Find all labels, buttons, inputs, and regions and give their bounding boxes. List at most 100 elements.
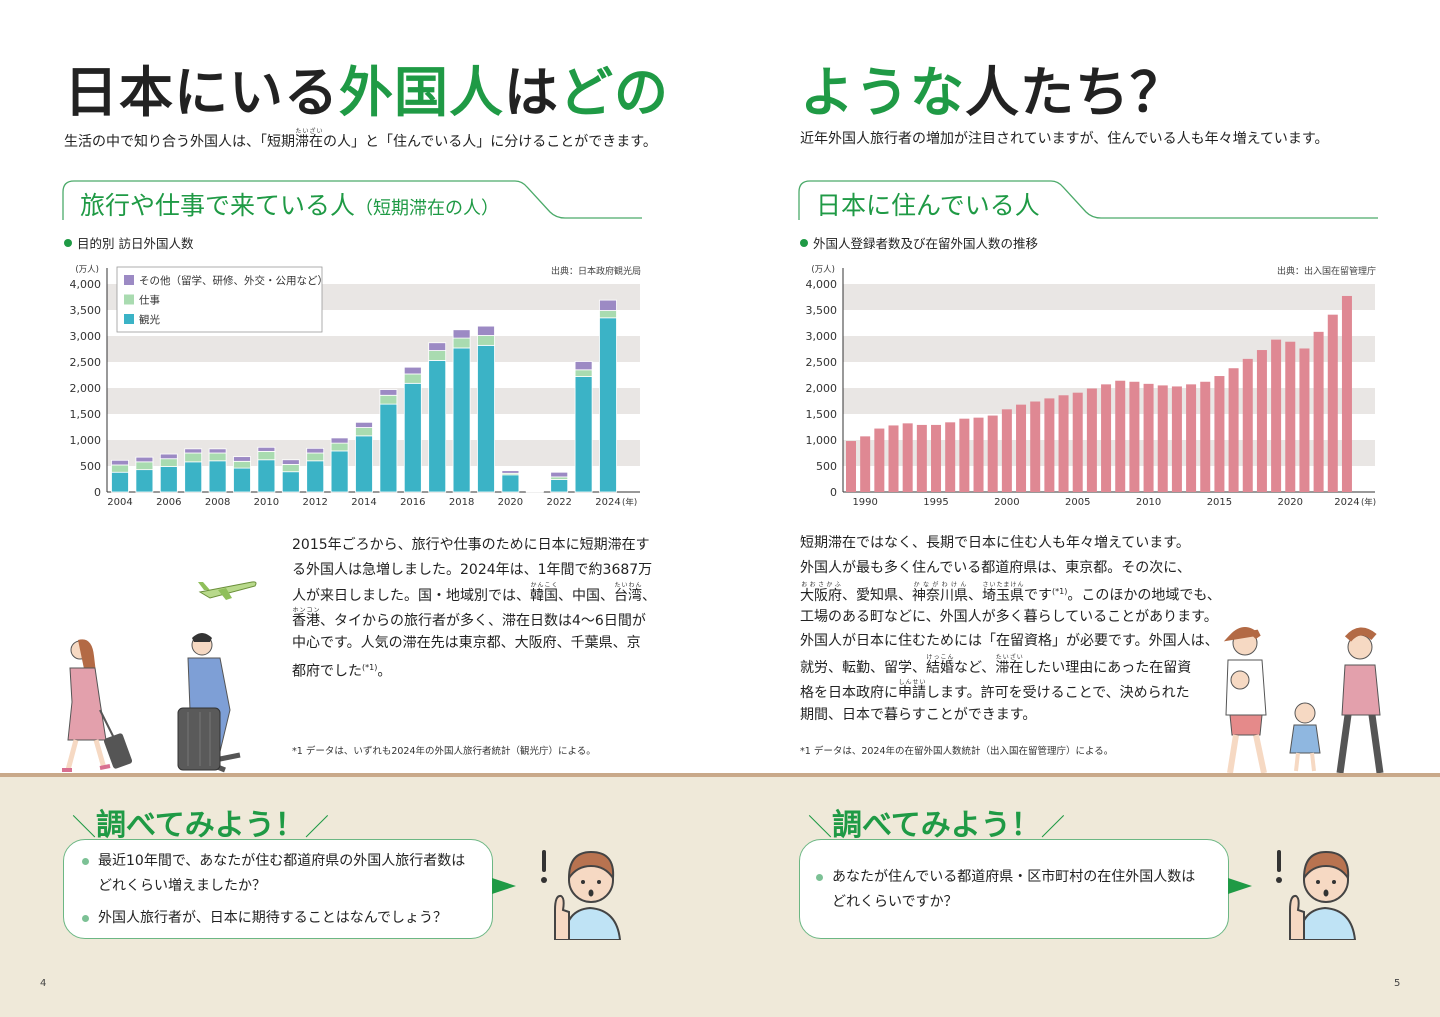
bar-segment (1341, 295, 1352, 492)
bar-segment (477, 344, 495, 493)
y-tick-label: 2,000 (806, 382, 838, 395)
bar-segment (233, 456, 251, 462)
bar-segment (135, 461, 154, 471)
grid-band (107, 388, 640, 414)
father-figure (1223, 627, 1267, 774)
grid-band (107, 336, 640, 362)
furigana: さいたまけん (982, 581, 1024, 589)
text-run: 外国人が最も多く住んでいる都道府県は、東京都。その次に、 (800, 559, 1191, 576)
bar-segment (379, 389, 398, 396)
furigana: かんこく (530, 582, 558, 590)
page-number-left: 4 (40, 978, 47, 989)
bar-segment (233, 467, 251, 493)
chart-source-right: 出典：出入国在留管理庁 (1276, 267, 1376, 277)
text-run: 中心です。人気の滞在先は東京都、大阪府、千葉県、京 (292, 635, 641, 652)
x-tick-label: 2014 (351, 497, 376, 508)
bar-segment (403, 366, 422, 375)
text-line: 期間、日本で暮らすことができます。 (800, 703, 1221, 728)
bar-segment (1200, 381, 1211, 492)
bar-segment (501, 470, 520, 474)
bar-segment (1271, 339, 1282, 492)
bar-segment (902, 423, 913, 492)
bar-segment (1129, 381, 1140, 492)
y-unit-label: (万人) (75, 265, 99, 275)
bar-segment (574, 376, 593, 493)
chart-source-left: 出典：日本政府観光局 (550, 267, 641, 277)
bar-segment (1044, 398, 1055, 492)
bar-segment (1171, 386, 1182, 492)
bar-segment (477, 335, 495, 346)
x-tick-label: 2015 (1207, 497, 1232, 508)
bar-segment (281, 464, 300, 473)
footnote-ref: (*1) (362, 662, 378, 672)
grid-band (843, 284, 1375, 310)
bar-segment (330, 437, 349, 444)
furigana: しんせい (898, 678, 926, 686)
footnote-ref: (*1) (1052, 587, 1068, 597)
y-tick-label: 500 (80, 460, 101, 473)
bar-segment (208, 452, 227, 462)
bar-segment (355, 421, 373, 428)
text-line: 大阪府おおさかふ、愛知県、神奈川県かながわけん、埼玉県さいたまけんです(*1)。… (800, 580, 1221, 605)
text-run: 短期滞在ではなく、長期で日本に住む人も年々増えています。 (800, 535, 1190, 551)
bar-segment (452, 329, 471, 339)
bar-segment (355, 427, 373, 437)
text-run: 就労、転勤、留学、 (800, 659, 926, 676)
visitors-bar-chart: (万人) 0 500 1,000 1,500 2,000 2,500 3,000 3,500 4,… (70, 265, 640, 508)
y-tick-label: 2,500 (806, 356, 838, 369)
bar-segment (1256, 350, 1267, 492)
ruby-word: 滞在たいざい (995, 653, 1024, 676)
bar-segment (208, 448, 227, 454)
bar-segment (1285, 341, 1296, 492)
bar-segment (599, 310, 617, 319)
bar-segment (945, 422, 956, 492)
bar-segment (159, 453, 178, 460)
ruby-word: 滞在たいざい (295, 128, 323, 150)
y-tick-label: 0 (94, 486, 101, 499)
legend-label: その他（留学、研修、外交・公用など） (139, 274, 328, 287)
y-unit-label: (万人) (811, 265, 835, 275)
text-run: 格を日本政府に (800, 684, 898, 701)
ruby-word: 韓国かんこく (530, 582, 558, 605)
text-run: 人が来日しました。国・地域別では、 (292, 588, 530, 605)
text-line: る外国人は急増しました。2024年は、1年間で約3687万 (292, 558, 656, 583)
mother-figure (1336, 627, 1384, 774)
child-figure (1289, 702, 1321, 772)
y-tick-label: 1,500 (70, 408, 102, 421)
text-run: 生活の中で知り合う外国人は、「短期 (64, 134, 295, 150)
text-line: 都府でした(*1)。 (292, 656, 656, 681)
text-run: 近年外国人旅行者の増加が注目されていますが、住んでいる人も年々増えています。 (800, 131, 1329, 147)
text-run: 2015年ごろから、旅行や仕事のために日本に短期滞在す (292, 537, 650, 553)
section-subtitle: （短期滞在の人） (355, 198, 500, 219)
text-run: 、タイからの旅行者が多く、滞在日数は4〜6日間が (320, 612, 646, 629)
thinking-boy-icon (541, 850, 622, 940)
x-tick-label: 2008 (205, 497, 230, 508)
text-run: 工場のある町などに、外国人が多く暮らしていることがあります。 (800, 608, 1218, 625)
text-line: 中心です。人気の滞在先は東京都、大阪府、千葉県、京 (292, 631, 656, 656)
legend-label: 観光 (139, 313, 160, 326)
bar-segment (1228, 368, 1239, 492)
text-run: 外国人が日本に住むためには「在留資格」が必要です。外国人は、 (800, 633, 1219, 650)
bar-segment (428, 342, 447, 351)
text-run: 都府でした (292, 663, 362, 680)
bar-segment (306, 452, 325, 462)
bar-segment (330, 450, 349, 493)
ruby-word: 台湾たいわん (614, 582, 642, 605)
x-tick-label: 2024 (1334, 497, 1359, 508)
bar-segment (452, 347, 471, 493)
x-tick-label: 2005 (1065, 497, 1090, 508)
ruby-word: 埼玉県さいたまけん (982, 581, 1024, 604)
bar-segment (973, 417, 984, 492)
section-title-left: 旅行や仕事で来ている人（短期滞在の人） (80, 186, 499, 222)
bar-segment (1115, 380, 1126, 492)
bar-segment (184, 452, 203, 463)
x-tick-label: 2020 (1278, 497, 1303, 508)
furigana: かながわけん (912, 581, 968, 589)
y-tick-label: 3,000 (806, 330, 838, 343)
text-run: 期間、日本で暮らすことができます。 (800, 707, 1037, 724)
bar-segment (208, 460, 227, 493)
family-illustration (1223, 627, 1384, 774)
bar-segment (1143, 383, 1154, 492)
bar-segment (1157, 385, 1168, 492)
